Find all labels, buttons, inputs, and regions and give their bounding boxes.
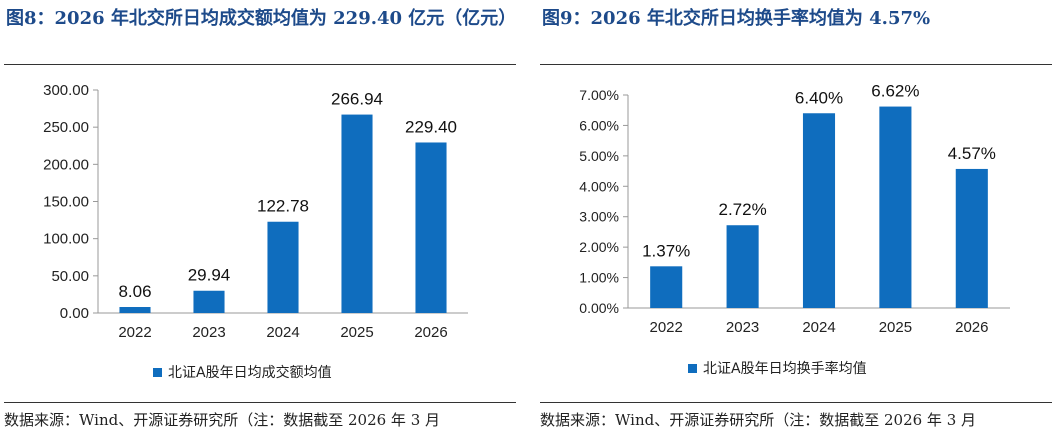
bar [955, 168, 988, 308]
y-tick-label: 250.00 [43, 119, 89, 136]
y-tick-label: 6.00% [579, 117, 619, 133]
x-tick-label: 2022 [650, 319, 683, 336]
data-label: 6.40% [795, 88, 843, 107]
y-tick-label: 0.00 [60, 305, 89, 322]
y-tick-label: 5.00% [579, 148, 619, 164]
bar [341, 114, 373, 313]
bar [267, 221, 299, 313]
data-label: 2.72% [718, 200, 766, 219]
x-tick-label: 2023 [192, 324, 225, 341]
bar [119, 307, 151, 313]
y-tick-label: 300.00 [43, 82, 89, 99]
data-label: 229.40 [405, 117, 457, 136]
legend: 北证A股年日均成交额均值 [153, 362, 332, 382]
chart-panel-1: 图8：2026 年北交所日均成交额均值为 229.40 亿元（亿元） 0.00 5… [0, 0, 524, 436]
bar [726, 225, 759, 308]
y-tick-label: 7.00% [579, 87, 619, 103]
data-label: 122.78 [257, 197, 309, 216]
legend-swatch [688, 363, 697, 373]
bar [415, 142, 447, 313]
bar [879, 106, 912, 308]
bar [193, 290, 225, 313]
y-tick-label: 200.00 [43, 156, 89, 173]
legend-swatch [153, 367, 162, 377]
x-tick-label: 2024 [802, 319, 835, 336]
legend-label: 北证A股年日均成交额均值 [168, 365, 332, 381]
bar [650, 266, 683, 308]
y-tick-label: 2.00% [579, 239, 619, 255]
bar-chart: 0.00% 1.00% 2.00% 3.00% 4.00% 5.00% 6.00% 7.00%… [579, 82, 1010, 336]
x-tick-label: 2025 [340, 324, 373, 341]
y-tick-label: 150.00 [43, 194, 89, 211]
y-tick-label: 4.00% [579, 178, 619, 194]
data-label: 8.06 [118, 282, 151, 301]
source-rule [4, 402, 516, 403]
legend-label: 北证A股年日均换手率均值 [703, 361, 867, 377]
x-tick-label: 2023 [726, 319, 759, 336]
y-tick-label: 50.00 [51, 268, 89, 285]
bar-chart: 0.00 50.00 100.00 150.00 200.00 250.00 300.00 8… [43, 82, 468, 341]
data-label: 29.94 [188, 266, 231, 285]
x-tick-label: 2026 [414, 324, 447, 341]
source-rule [540, 402, 1052, 403]
title-rule [540, 64, 1052, 65]
chart-panel-2: 图9：2026 年北交所日均换手率均值为 4.57% 0.00% 1.00% 2.0… [536, 0, 1057, 436]
data-label: 1.37% [642, 241, 690, 260]
x-tick-label: 2022 [118, 324, 151, 341]
legend: 北证A股年日均换手率均值 [688, 358, 867, 378]
bar [802, 113, 836, 308]
data-label: 4.57% [948, 144, 996, 163]
title-rule [4, 64, 516, 65]
y-tick-label: 0.00% [579, 300, 619, 316]
y-tick-label: 3.00% [579, 209, 619, 225]
figure-title: 图8：2026 年北交所日均成交额均值为 229.40 亿元（亿元） [6, 8, 517, 29]
x-tick-label: 2026 [955, 319, 988, 336]
data-label: 266.94 [331, 90, 383, 109]
y-tick-label: 100.00 [43, 231, 89, 248]
data-label: 6.62% [871, 82, 919, 101]
y-tick-label: 1.00% [579, 270, 619, 286]
x-tick-label: 2025 [879, 319, 912, 336]
source-note: 数据来源：Wind、开源证券研究所（注：数据截至 2026 年 3 月 [4, 411, 441, 429]
figure-title: 图9：2026 年北交所日均换手率均值为 4.57% [542, 8, 931, 29]
x-tick-label: 2024 [266, 324, 299, 341]
source-note: 数据来源：Wind、开源证券研究所（注：数据截至 2026 年 3 月 [540, 411, 977, 429]
